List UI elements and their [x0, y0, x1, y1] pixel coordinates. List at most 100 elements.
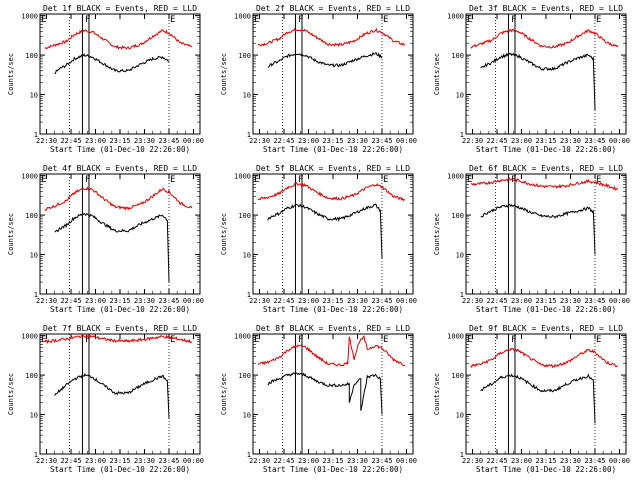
- events-rate-line: [267, 203, 383, 259]
- x-tick-label: 23:45: [584, 457, 605, 465]
- x-tick-label: 22:30: [462, 297, 483, 305]
- x-tick-label: 22:45: [273, 297, 294, 305]
- y-axis-label: Counts/sec: [7, 53, 15, 95]
- detector-panel: Det 7f BLACK = Events, RED = LLD E F E 1 10 10…: [7, 324, 204, 474]
- y-tick-label: 100: [25, 212, 38, 220]
- orbit-marker-label: F: [298, 15, 303, 25]
- y-tick-label: 1000: [234, 173, 251, 181]
- y-tick-label: 1000: [234, 13, 251, 21]
- x-tick-label: 00:00: [183, 457, 204, 465]
- y-tick-label: 100: [238, 372, 251, 380]
- x-axis-label: Start Time (01-Dec-10 22:26:00): [50, 145, 190, 154]
- lld-rate-line: [257, 335, 406, 367]
- orbit-marker-label: E: [254, 335, 259, 345]
- y-tick-label: 1000: [234, 333, 251, 341]
- panel-title: Det 2f BLACK = Events, RED = LLD: [256, 4, 410, 13]
- events-rate-line: [480, 373, 596, 424]
- y-tick-label: 1: [460, 291, 464, 299]
- panel-title: Det 8f BLACK = Events, RED = LLD: [256, 324, 410, 333]
- x-tick-label: 23:15: [535, 297, 556, 305]
- x-tick-label: 22:30: [462, 137, 483, 145]
- x-tick-label: 23:45: [584, 137, 605, 145]
- y-tick-label: 100: [451, 372, 464, 380]
- x-tick-label: 23:15: [322, 297, 343, 305]
- orbit-marker-label: E: [41, 335, 46, 345]
- y-tick-label: 1: [34, 451, 38, 459]
- x-tick-label: 22:30: [36, 297, 57, 305]
- plot-frame: [465, 333, 627, 455]
- orbit-marker-label: E: [467, 15, 472, 25]
- detector-panel: Det 5f BLACK = Events, RED = LLD E F E 1 10 10…: [220, 164, 417, 314]
- x-tick-label: 23:30: [560, 457, 581, 465]
- x-tick-label: 22:30: [36, 137, 57, 145]
- x-tick-label: 23:30: [347, 457, 368, 465]
- panel-title: Det 3f BLACK = Events, RED = LLD: [469, 4, 623, 13]
- events-rate-line: [54, 212, 170, 283]
- events-rate-line: [54, 53, 170, 75]
- x-tick-label: 23:45: [158, 297, 179, 305]
- x-tick-label: 22:45: [60, 457, 81, 465]
- x-tick-label: 23:00: [85, 137, 106, 145]
- orbit-marker-label: E: [467, 335, 472, 345]
- x-tick-label: 00:00: [609, 297, 630, 305]
- x-axis-label: Start Time (01-Dec-10 22:26:00): [50, 465, 190, 474]
- plot-frame: [465, 173, 627, 295]
- x-tick-label: 23:45: [584, 297, 605, 305]
- y-tick-label: 1: [460, 451, 464, 459]
- y-tick-label: 1000: [447, 333, 464, 341]
- y-axis-label: Counts/sec: [7, 373, 15, 415]
- lld-rate-line: [257, 182, 406, 202]
- panel-title: Det 5f BLACK = Events, RED = LLD: [256, 164, 410, 173]
- lld-rate-line: [470, 347, 618, 369]
- x-tick-label: 00:00: [183, 137, 204, 145]
- x-axis-label: Start Time (01-Dec-10 22:26:00): [263, 465, 403, 474]
- y-axis-label: Counts/sec: [433, 213, 441, 255]
- orbit-marker-label: E: [383, 175, 388, 185]
- orbit-marker-label: E: [383, 335, 388, 345]
- x-tick-label: 23:00: [511, 137, 532, 145]
- x-tick-label: 22:30: [249, 457, 270, 465]
- x-tick-label: 23:45: [371, 297, 392, 305]
- orbit-marker-label: E: [596, 175, 601, 185]
- y-tick-label: 10: [243, 412, 251, 420]
- x-tick-label: 22:45: [486, 297, 507, 305]
- x-tick-label: 23:15: [535, 137, 556, 145]
- orbit-marker-label: E: [170, 335, 175, 345]
- x-tick-label: 00:00: [396, 137, 417, 145]
- x-tick-label: 22:45: [273, 457, 294, 465]
- orbit-marker-label: E: [41, 175, 46, 185]
- orbit-marker-label: E: [596, 15, 601, 25]
- x-tick-label: 23:45: [371, 137, 392, 145]
- x-tick-label: 22:30: [249, 137, 270, 145]
- y-tick-label: 1000: [21, 333, 38, 341]
- y-tick-label: 100: [25, 52, 38, 60]
- detector-panel: Det 8f BLACK = Events, RED = LLD E F E 1 10 10…: [220, 324, 417, 474]
- orbit-marker-label: E: [254, 175, 259, 185]
- x-tick-label: 23:15: [322, 457, 343, 465]
- lld-rate-line: [44, 186, 193, 212]
- events-rate-line: [267, 372, 383, 415]
- plot-frame: [39, 173, 201, 295]
- y-tick-label: 1: [247, 291, 251, 299]
- x-tick-label: 22:45: [60, 137, 81, 145]
- orbit-marker-label: E: [383, 15, 388, 25]
- y-tick-label: 10: [456, 412, 464, 420]
- y-tick-label: 10: [243, 252, 251, 260]
- orbit-marker-label: E: [170, 175, 175, 185]
- x-tick-label: 22:30: [36, 457, 57, 465]
- x-tick-label: 00:00: [609, 137, 630, 145]
- detector-panel: Det 3f BLACK = Events, RED = LLD E F E 1 10 10…: [433, 4, 630, 154]
- events-rate-line: [267, 51, 383, 68]
- x-tick-label: 23:45: [371, 457, 392, 465]
- orbit-marker-label: E: [596, 335, 601, 345]
- y-tick-label: 1: [460, 131, 464, 139]
- x-tick-label: 23:45: [158, 137, 179, 145]
- y-tick-label: 10: [243, 92, 251, 100]
- x-tick-label: 22:45: [486, 137, 507, 145]
- y-tick-label: 100: [451, 52, 464, 60]
- x-axis-label: Start Time (01-Dec-10 22:26:00): [263, 145, 403, 154]
- detector-panel: Det 2f BLACK = Events, RED = LLD E F E 1 10 10…: [220, 4, 417, 154]
- x-axis-label: Start Time (01-Dec-10 22:26:00): [476, 145, 616, 154]
- orbit-marker-label: E: [41, 15, 46, 25]
